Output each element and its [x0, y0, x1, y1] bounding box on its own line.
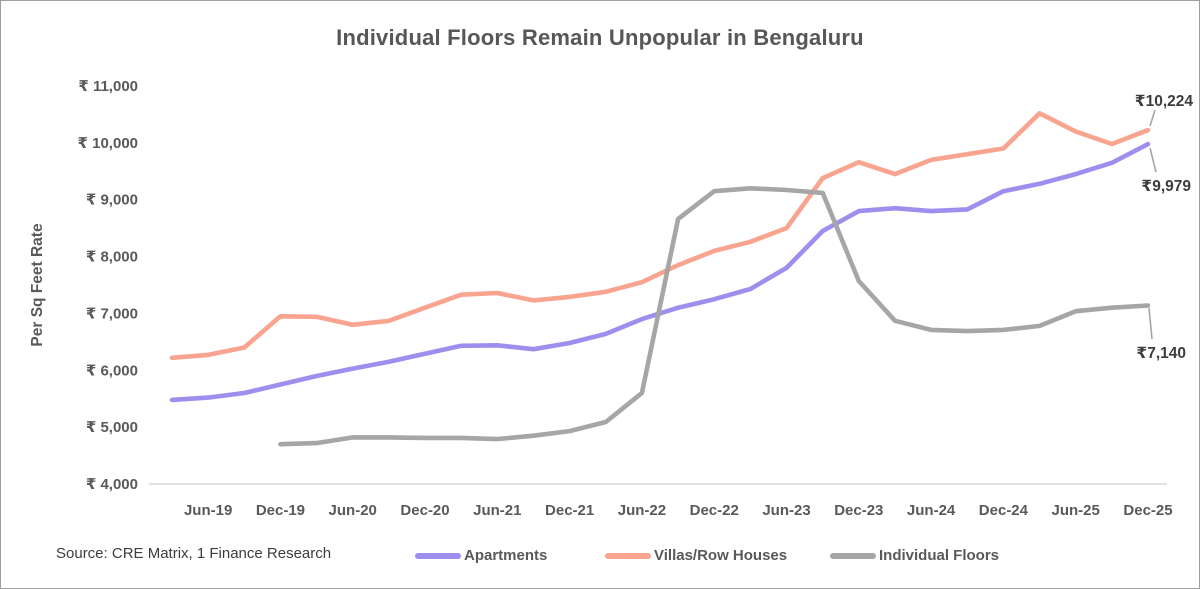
- x-tick-label: Dec-25: [1123, 502, 1172, 519]
- villas-row-houses-label-leader-line: [1149, 109, 1156, 127]
- x-tick-label: Dec-24: [979, 502, 1029, 519]
- x-tick-label: Jun-21: [473, 502, 521, 519]
- apartments-legend-swatch-icon: [415, 552, 461, 559]
- x-tick-label: Jun-24: [907, 502, 956, 519]
- villas-row-houses-line: [169, 111, 1151, 361]
- x-tick-label: Jun-20: [329, 502, 377, 519]
- individual-floors-end-label: ₹7,140: [1136, 345, 1186, 362]
- x-tick-label: Jun-19: [184, 502, 232, 519]
- individual-floors-legend-label: Individual Floors: [879, 547, 1000, 564]
- apartments-legend-label: Apartments: [464, 547, 548, 564]
- y-tick-label: ₹ 11,000: [78, 78, 138, 95]
- x-tick-label: Jun-23: [762, 502, 810, 519]
- x-tick-label: Dec-22: [690, 502, 739, 519]
- legend-item-apartments: Apartments: [415, 547, 547, 564]
- x-tick-label: Jun-25: [1052, 502, 1100, 519]
- x-tick-label: Dec-20: [400, 502, 449, 519]
- legend-item-villas-row-houses: Villas/Row Houses: [605, 547, 787, 564]
- apartments-end-label: ₹9,979: [1141, 178, 1191, 195]
- apartments-label-leader-line: [1149, 147, 1157, 173]
- legend-item-individual-floors: Individual Floors: [830, 547, 999, 564]
- y-tick-label: ₹ 9,000: [86, 192, 138, 209]
- individual-floors-legend-swatch-icon: [830, 552, 876, 559]
- x-tick-label: Dec-19: [256, 502, 305, 519]
- y-tick-label: ₹ 4,000: [86, 476, 138, 493]
- y-tick-label: ₹ 5,000: [86, 419, 138, 436]
- x-tick-label: Jun-22: [618, 502, 666, 519]
- y-tick-label: ₹ 8,000: [86, 249, 138, 266]
- x-tick-label: Dec-21: [545, 502, 594, 519]
- y-tick-label: ₹ 10,000: [78, 135, 138, 152]
- y-axis-title: Per Sq Feet Rate: [29, 223, 46, 347]
- individual-floors-line: [278, 186, 1151, 447]
- chart-title: Individual Floors Remain Unpopular in Be…: [336, 25, 864, 50]
- y-tick-label: ₹ 6,000: [86, 362, 138, 379]
- individual-floors-label-leader-line: [1148, 307, 1153, 340]
- villas-row-houses-legend-swatch-icon: [605, 552, 651, 559]
- villas-row-houses-legend-label: Villas/Row Houses: [654, 547, 788, 564]
- y-tick-label: ₹ 7,000: [86, 305, 138, 322]
- villas-row-houses-end-label: ₹10,224: [1135, 93, 1194, 110]
- x-tick-label: Dec-23: [834, 502, 883, 519]
- source-note: Source: CRE Matrix, 1 Finance Research: [56, 545, 332, 562]
